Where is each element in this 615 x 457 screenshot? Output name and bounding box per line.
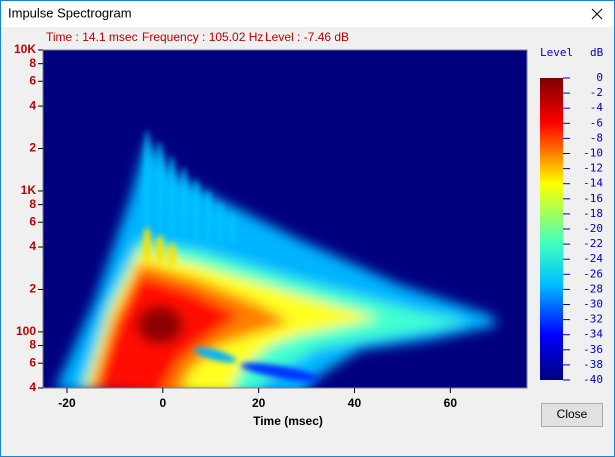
y-tick-label: 4 [29,380,36,394]
y-tick-label: 4 [29,98,36,112]
colorbar-tick-label: -40 [583,373,603,386]
colorbar-unit: dB [590,46,604,59]
colorbar-tick-label: -22 [583,237,603,250]
y-tick-label: 100 [16,324,36,338]
colorbar-tick-label: -8 [590,131,603,144]
colorbar-tick-label: -4 [590,101,604,114]
y-tick-label: 1K [21,183,37,197]
x-tick-label: 60 [444,396,458,410]
y-tick-label: 10K [14,42,36,56]
y-tick-label: 6 [29,355,36,369]
y-tick-label: 2 [29,282,36,296]
colorbar-tick-label: -2 [590,86,603,99]
colorbar-tick-label: -6 [590,116,603,129]
y-tick-label: 6 [29,73,36,87]
window-title: Impulse Spectrogram [8,5,132,20]
close-button-label[interactable]: Close [557,407,588,421]
colorbar-tick-label: -10 [583,147,603,160]
colorbar-tick-label: -26 [583,267,603,280]
colorbar-tick-label: -34 [583,328,603,341]
y-tick-label: 6 [29,214,36,228]
colorbar-tick-label: -12 [583,162,603,175]
colorbar-tick-label: -30 [583,298,603,311]
colorbar-tick-label: -14 [583,177,603,190]
spectrogram [43,50,527,388]
colorbar-title: Level [540,46,573,59]
close-button[interactable]: Close [541,403,603,427]
colorbar-tick-label: -32 [583,313,603,326]
readout-item: Time : 14.1 msec [46,30,138,44]
title-bar [1,1,614,27]
colorbar-tick-label: 0 [596,71,603,84]
y-tick-label: 8 [29,197,36,211]
colorbar-tick-label: -24 [583,252,603,265]
readout-item: Level : -7.46 dB [265,30,349,44]
y-tick-label: 4 [29,239,36,253]
colorbar-tick-label: -20 [583,222,603,235]
readout-item: Frequency : 105.02 Hz [142,30,263,44]
colorbar-tick-label: -18 [583,207,603,220]
x-tick-label: 0 [159,396,166,410]
y-tick-label: 2 [29,141,36,155]
x-axis-label: Time (msec) [253,414,323,428]
close-icon[interactable] [591,8,603,20]
x-tick-label: 40 [348,396,362,410]
colorbar-tick-label: -16 [583,192,603,205]
colorbar-tick-label: -28 [583,282,603,295]
x-tick-label: -20 [58,396,76,410]
colorbar-tick-label: -36 [583,343,603,356]
x-tick-label: 20 [252,396,266,410]
readout: Time : 14.1 msec Frequency : 105.02 Hz Lev… [46,30,349,44]
plot-frame [42,49,528,389]
colorbar-tick-label: -38 [583,358,603,371]
y-tick-label: 8 [29,56,36,70]
colorbar [540,78,563,380]
y-tick-label: 8 [29,338,36,352]
